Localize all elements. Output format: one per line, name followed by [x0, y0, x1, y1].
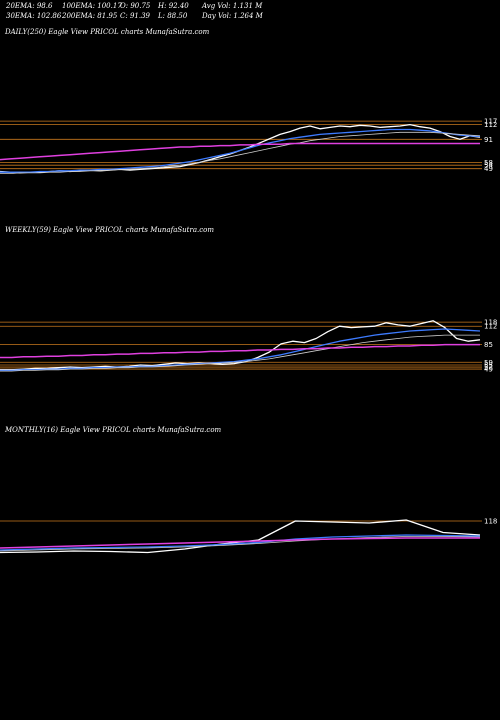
header-high: H: 92.40: [158, 2, 189, 10]
weekly-tick-label: 85: [484, 341, 493, 349]
monthly-series-line: [0, 537, 480, 549]
weekly-tick-label: 118: [484, 319, 497, 327]
weekly-series-line: [0, 320, 481, 371]
daily-tick-label: 91: [484, 136, 493, 144]
header-close: C: 91.39: [120, 12, 150, 20]
monthly-panel-label: MONTHLY(16) Eagle View PRICOL charts Mun…: [5, 426, 222, 434]
daily-series-line: [0, 142, 480, 161]
daily-series-line: [0, 123, 481, 174]
header-open: O: 90.75: [120, 2, 151, 10]
header-low: L: 88.50: [158, 12, 188, 20]
header-100ema: 100EMA: 100.17: [62, 2, 122, 10]
daily-tick-label: 54: [484, 162, 493, 170]
weekly-series-line: [0, 328, 481, 372]
weekly-tick-label: 112: [484, 323, 497, 331]
daily-tick-label: 117: [484, 118, 497, 126]
header-30ema: 30EMA: 102.86: [6, 12, 62, 20]
monthly-series-line: [0, 534, 481, 551]
daily-tick-label: 49: [484, 165, 493, 173]
weekly-tick-label: 49: [484, 366, 493, 374]
daily-panel-label: DAILY(250) Eagle View PRICOL charts Muna…: [5, 28, 210, 36]
header-avg-vol: Avg Vol: 1.131 M: [202, 2, 263, 10]
monthly-chart: 118: [0, 518, 497, 554]
weekly-tick-label: 59: [484, 359, 493, 367]
daily-series-line: [0, 131, 481, 175]
weekly-series-line: [0, 334, 480, 372]
header-day-vol: Day Vol: 1.264 M: [202, 12, 263, 20]
daily-tick-label: 58: [484, 159, 493, 167]
header-20ema: 20EMA: 98.6: [6, 2, 53, 10]
weekly-panel-label: WEEKLY(59) Eagle View PRICOL charts Muna…: [5, 226, 215, 234]
weekly-tick-label: 55: [484, 362, 493, 370]
monthly-tick-label: 118: [484, 518, 497, 526]
header-200ema: 200EMA: 81.95: [62, 12, 118, 20]
weekly-series-line: [0, 343, 480, 359]
monthly-series-line: [0, 536, 481, 552]
weekly-tick-label: 52: [484, 364, 493, 372]
daily-series-line: [0, 128, 481, 173]
daily-tick-label: 112: [484, 121, 497, 129]
